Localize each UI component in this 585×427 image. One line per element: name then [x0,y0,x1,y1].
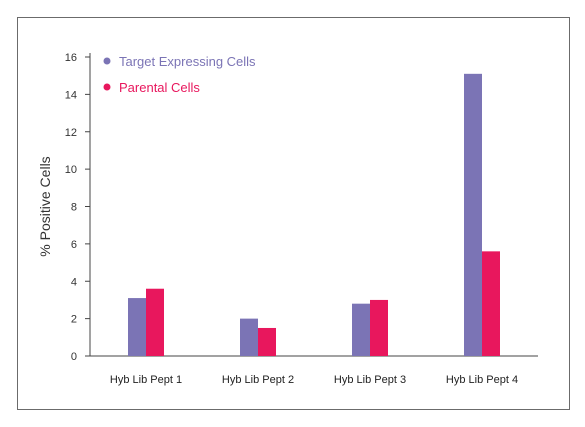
y-tick-label: 16 [65,52,77,64]
bar-target-1 [128,298,146,356]
y-tick-labels: 0 2 4 6 8 10 12 14 16 [65,52,90,363]
legend-marker [103,57,111,65]
y-tick-label: 10 [65,164,77,176]
bar-parental-2 [258,327,276,356]
bar-target-4 [464,73,482,356]
legend-label: Target Expressing Cells [119,54,256,69]
x-category-label: Hyb Lib Pept 4 [446,374,518,386]
x-category-label: Hyb Lib Pept 3 [334,374,406,386]
x-category-label: Hyb Lib Pept 1 [110,374,182,386]
bar-parental-3 [370,299,388,356]
legend: Target Expressing Cells Parental Cells [103,54,256,95]
x-category-labels: Hyb Lib Pept 1 Hyb Lib Pept 2 Hyb Lib Pept… [110,374,518,386]
bar-target-3 [352,303,370,356]
y-tick-label: 12 [65,127,77,139]
legend-marker [103,83,111,91]
bar-parental-1 [146,288,164,356]
y-tick-label: 8 [71,202,77,214]
bars [128,73,500,356]
y-tick-label: 0 [71,351,77,363]
y-tick-label: 14 [65,89,77,101]
y-tick-label: 4 [71,276,77,288]
x-category-label: Hyb Lib Pept 2 [222,374,294,386]
legend-label: Parental Cells [119,80,200,95]
bar-target-2 [240,318,258,356]
y-tick-label: 2 [71,314,77,326]
bar-parental-4 [482,251,500,356]
axes [89,53,538,357]
y-tick-label: 6 [71,239,77,251]
y-axis-label: % Positive Cells [37,156,53,256]
